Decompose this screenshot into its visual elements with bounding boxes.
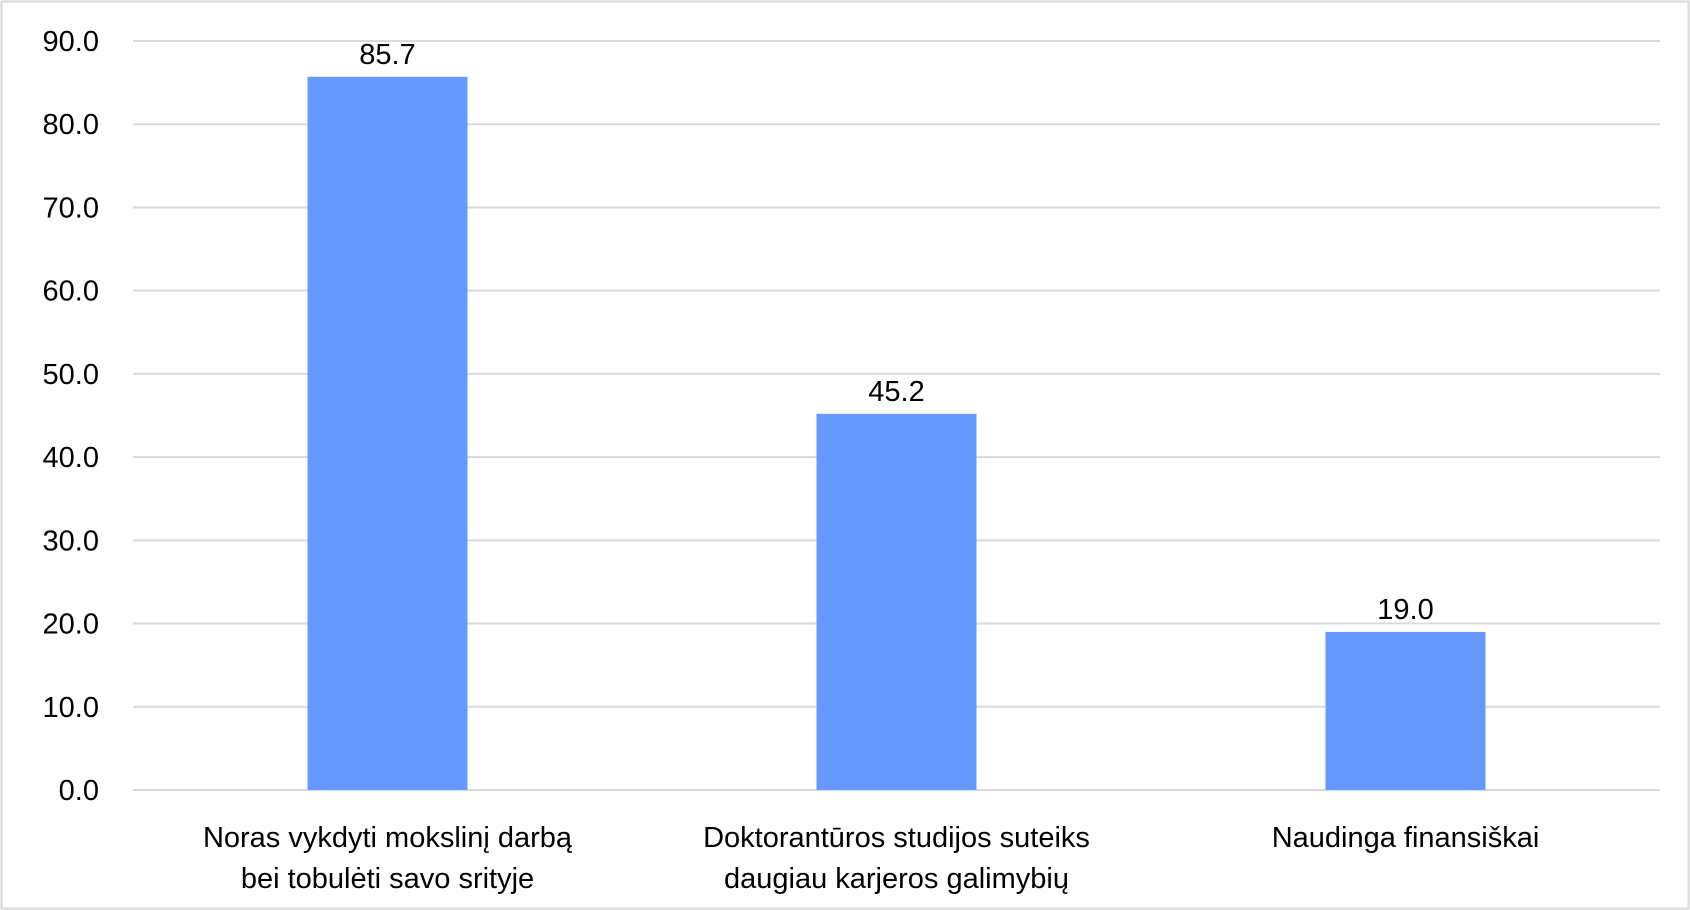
data-label: 45.2 xyxy=(868,376,924,408)
y-tick-label: 60.0 xyxy=(43,276,99,308)
y-tick-label: 20.0 xyxy=(43,609,99,641)
y-tick-label: 30.0 xyxy=(43,525,99,557)
data-label: 19.0 xyxy=(1377,594,1433,626)
x-category-label: Naudinga finansiškai xyxy=(1272,822,1540,854)
y-tick-label: 50.0 xyxy=(43,359,99,391)
y-tick-label: 10.0 xyxy=(43,692,99,724)
x-category-label: Noras vykdyti mokslinį darbą xyxy=(203,822,573,854)
y-tick-label: 80.0 xyxy=(43,109,99,141)
x-axis-category-labels: Noras vykdyti mokslinį darbą bei tobulėti… xyxy=(203,822,1539,895)
bars xyxy=(307,76,1486,791)
bar xyxy=(307,76,468,791)
x-category-label: Doktorantūros studijos suteiks xyxy=(703,822,1090,854)
data-label: 85.7 xyxy=(359,39,415,71)
y-tick-label: 70.0 xyxy=(43,192,99,224)
y-tick-label: 0.0 xyxy=(59,775,99,807)
y-tick-label: 40.0 xyxy=(43,442,99,474)
bar xyxy=(1325,631,1486,790)
x-category-label: daugiau karjeros galimybių xyxy=(724,863,1069,895)
y-axis-tick-labels: 0.0 10.0 20.0 30.0 40.0 50.0 60.0 70.0 80.0 90.0 xyxy=(43,26,99,807)
bar xyxy=(816,413,977,790)
data-labels: 85.7 45.2 19.0 xyxy=(359,39,1433,626)
x-category-label: bei tobulėti savo srityje xyxy=(241,863,534,895)
y-tick-label: 90.0 xyxy=(43,26,99,58)
